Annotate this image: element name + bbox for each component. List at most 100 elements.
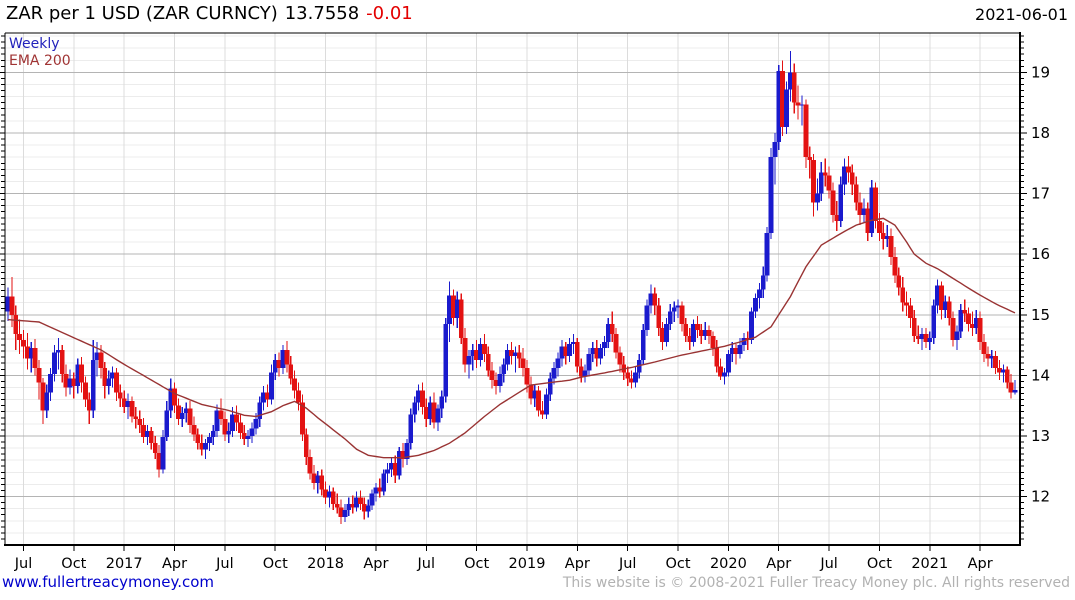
candle-body: [117, 392, 123, 399]
candle-body: [172, 388, 177, 406]
candle-body: [648, 293, 654, 306]
candle-body: [40, 382, 46, 411]
price-change: -0.01: [366, 3, 413, 24]
candle-body: [226, 431, 232, 435]
x-axis-label: Apr: [565, 556, 590, 572]
candle-body: [241, 432, 247, 439]
candle-body: [853, 184, 859, 203]
candle-body: [849, 172, 855, 185]
candle-body: [179, 412, 185, 419]
candle-body: [911, 317, 917, 336]
grid-layer: [5, 33, 1020, 545]
candle-body: [884, 235, 890, 240]
candle-body: [396, 451, 402, 476]
y-axis-label: 13: [1031, 427, 1050, 445]
candle-body: [5, 296, 11, 312]
candle-body: [141, 425, 146, 438]
candle-body: [59, 349, 65, 375]
candle-body: [834, 214, 840, 221]
candle-body: [629, 378, 634, 383]
candle-body: [524, 368, 530, 385]
candle-body: [237, 422, 243, 433]
candle-body: [125, 400, 131, 407]
candle-body: [667, 311, 673, 324]
candle-body: [296, 390, 301, 403]
candle-body: [764, 232, 770, 276]
candle-body: [954, 331, 960, 341]
candle-body: [323, 489, 328, 498]
x-axis-label: Jul: [14, 556, 33, 572]
candle-body: [543, 394, 549, 415]
x-axis-label: Jul: [618, 556, 637, 572]
candle-body: [94, 352, 100, 361]
candle-body: [578, 366, 584, 377]
x-axis-label: 2021: [911, 556, 948, 572]
candle-body: [75, 364, 81, 387]
candle-body: [695, 323, 700, 330]
candle-body: [63, 374, 69, 388]
candle-body: [79, 364, 84, 383]
candle-body: [900, 287, 906, 303]
candle-body: [207, 437, 212, 444]
x-axis-label: Oct: [867, 556, 892, 572]
candle-body: [110, 372, 115, 379]
candle-body: [582, 370, 588, 377]
candle-body: [443, 323, 449, 397]
chart-header: ZAR per 1 USD (ZAR CURNCY) 13.7558 -0.01: [6, 3, 413, 24]
candle-body: [268, 372, 274, 400]
candle-body: [505, 349, 511, 365]
candle-body: [857, 202, 863, 215]
candle-body: [915, 335, 921, 339]
candle-body: [574, 342, 580, 367]
candle-body: [671, 307, 677, 312]
candle-body: [36, 368, 42, 383]
candle-body: [129, 400, 135, 417]
candle-body: [408, 414, 414, 444]
candle-body: [784, 89, 789, 127]
candle-body: [327, 491, 332, 498]
candle-body: [17, 334, 23, 341]
candle-body: [842, 166, 847, 185]
candle-body: [44, 392, 50, 411]
x-axis-label: 2018: [307, 556, 344, 572]
candle-body: [877, 220, 882, 233]
candle-body: [86, 399, 92, 411]
candle-body: [137, 418, 143, 426]
ema-legend-label: EMA 200: [9, 53, 71, 69]
candle-body: [586, 354, 592, 371]
candle-body: [931, 305, 937, 338]
candle-body: [780, 71, 786, 127]
x-axis-label: Oct: [666, 556, 691, 572]
candle-body: [168, 388, 174, 411]
candles-layer: [5, 51, 1018, 524]
candle-body: [892, 257, 898, 276]
candle-body: [439, 396, 445, 409]
candle-body: [199, 443, 205, 450]
candle-body: [311, 473, 317, 484]
candle-body: [350, 503, 356, 508]
candle-body: [292, 378, 298, 391]
y-axis-label: 16: [1031, 245, 1050, 263]
candle-body: [98, 352, 104, 369]
candle-body: [904, 302, 909, 306]
candle-body: [210, 431, 216, 438]
y-axis-label: 14: [1031, 366, 1050, 384]
candle-body: [722, 372, 727, 377]
candle-body: [160, 437, 166, 470]
candle-body: [1004, 369, 1010, 383]
candle-body: [613, 334, 619, 353]
candle-body: [24, 346, 30, 359]
candle-body: [9, 296, 15, 315]
candle-body: [21, 340, 26, 347]
candle-body: [420, 390, 425, 407]
candle-body: [71, 378, 77, 387]
candle-body: [768, 157, 774, 233]
candle-body: [528, 384, 534, 399]
candle-body: [714, 348, 720, 367]
site-link[interactable]: www.fullertreacymoney.com: [2, 573, 215, 591]
candle-body: [822, 172, 828, 176]
candle-body: [489, 370, 495, 381]
x-axis-label: Apr: [363, 556, 388, 572]
candle-body: [358, 497, 363, 504]
